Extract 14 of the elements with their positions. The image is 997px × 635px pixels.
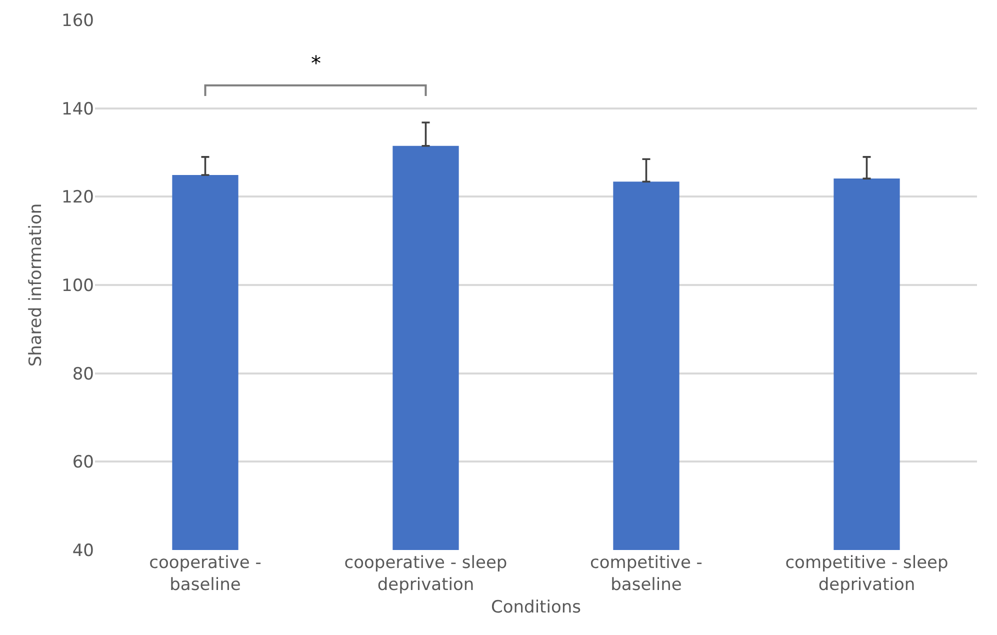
y-tick-label: 140 bbox=[62, 99, 94, 120]
x-tick-label: competitive - sleep deprivation bbox=[785, 553, 948, 596]
y-tick-label: 100 bbox=[62, 276, 94, 296]
annotation: * bbox=[311, 51, 321, 75]
y-tick-label: 120 bbox=[62, 188, 94, 208]
x-tick-label: cooperative - baseline bbox=[149, 553, 262, 596]
y-tick-label: 80 bbox=[72, 364, 94, 384]
y-tick-label: 40 bbox=[72, 540, 94, 561]
x-axis-title: Conditions bbox=[491, 598, 582, 618]
y-tick-label: 60 bbox=[72, 452, 94, 473]
x-tick-label: competitive - baseline bbox=[590, 553, 702, 596]
y-tick-label: 160 bbox=[62, 10, 94, 31]
x-tick-label: cooperative - sleep deprivation bbox=[344, 553, 508, 596]
y-axis-title: Shared information bbox=[26, 203, 46, 367]
